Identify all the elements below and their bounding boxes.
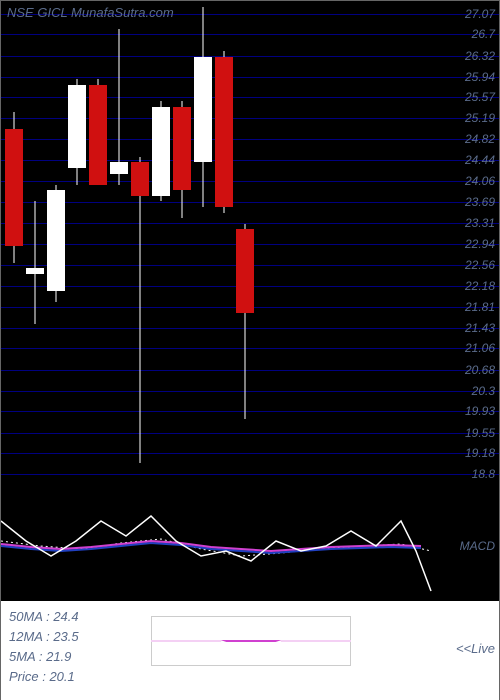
price-axis-label: 19.18: [465, 446, 495, 460]
candle-wick: [140, 157, 141, 463]
candle-body: [131, 162, 149, 195]
price-axis-label: 19.55: [465, 426, 495, 440]
price-axis-label: 19.93: [465, 404, 495, 418]
macd-axis-label: MACD: [460, 539, 495, 553]
price-axis-label: 26.32: [465, 49, 495, 63]
price-axis-label: 26.7: [472, 27, 495, 41]
price-axis-label: 24.44: [465, 153, 495, 167]
candle-body: [110, 162, 128, 173]
price-axis-label: 23.69: [465, 195, 495, 209]
price-axis-label: 24.82: [465, 132, 495, 146]
candle: [68, 1, 86, 491]
price-axis-label: 18.8: [472, 467, 495, 481]
price-axis-label: 25.94: [465, 70, 495, 84]
price-axis-label: 23.31: [465, 216, 495, 230]
candle: [26, 1, 44, 491]
candle-body: [173, 107, 191, 191]
candle-body: [236, 229, 254, 313]
price-panel: NSE GICL MunafaSutra.com 27.07 26.7 26.32 2…: [1, 1, 499, 491]
candle: [47, 1, 65, 491]
candle-body: [26, 268, 44, 274]
candle-body: [152, 107, 170, 196]
price-axis-label: 24.06: [465, 174, 495, 188]
candle: [173, 1, 191, 491]
candle-wick: [119, 29, 120, 185]
price-axis-label: 20.68: [465, 363, 495, 377]
price-axis-label: 22.18: [465, 279, 495, 293]
candle-body: [194, 57, 212, 163]
candle: [152, 1, 170, 491]
price-axis-label: 25.57: [465, 90, 495, 104]
candle: [5, 1, 23, 491]
mini-indicator: [151, 616, 351, 666]
candle: [110, 1, 128, 491]
price-axis-label: 21.43: [465, 321, 495, 335]
macd-lines: [1, 491, 500, 601]
price-axis-label: 22.94: [465, 237, 495, 251]
candle-wick: [35, 201, 36, 324]
price-axis-label: 21.06: [465, 341, 495, 355]
info-line: Price : 20.1: [9, 669, 75, 684]
candle: [215, 1, 233, 491]
price-axis-label: 25.19: [465, 111, 495, 125]
candle-body: [68, 85, 86, 169]
info-line: 5MA : 21.9: [9, 649, 71, 664]
price-axis-label: 22.56: [465, 258, 495, 272]
live-label: <<Live: [456, 641, 495, 656]
price-axis-label: 20.3: [472, 384, 495, 398]
candle-body: [89, 85, 107, 185]
candle: [89, 1, 107, 491]
chart-title: NSE GICL MunafaSutra.com: [7, 5, 174, 20]
candle-body: [47, 190, 65, 290]
candle-body: [215, 57, 233, 207]
candle-body: [5, 129, 23, 246]
info-line: 50MA : 24.4: [9, 609, 79, 624]
info-panel: 50MA : 24.4 12MA : 23.5 5MA : 21.9 Price : …: [1, 601, 499, 700]
price-axis-label: 27.07: [465, 7, 495, 21]
candle: [131, 1, 149, 491]
info-line: 12MA : 23.5: [9, 629, 79, 644]
macd-panel: MACD: [1, 491, 499, 601]
candle: [194, 1, 212, 491]
candle: [236, 1, 254, 491]
price-axis-label: 21.81: [465, 300, 495, 314]
chart-container: NSE GICL MunafaSutra.com 27.07 26.7 26.32 2…: [0, 0, 500, 700]
